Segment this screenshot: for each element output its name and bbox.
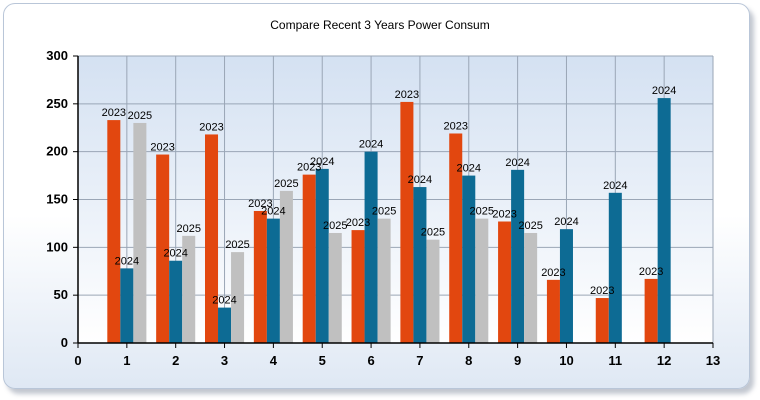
bar-label: 2024 bbox=[212, 295, 236, 307]
bar-2024-1 bbox=[120, 268, 134, 343]
bar-2024-5 bbox=[315, 168, 329, 343]
bar-label: 2023 bbox=[150, 142, 174, 154]
bar-label: 2023 bbox=[346, 217, 370, 229]
bar-label: 2023 bbox=[199, 121, 223, 133]
bar-2023-11 bbox=[595, 298, 609, 343]
bar-2023-10 bbox=[546, 279, 560, 343]
bar-2024-10 bbox=[559, 229, 573, 343]
bar-label: 2023 bbox=[639, 266, 663, 278]
bar-2024-4 bbox=[266, 218, 280, 343]
bar-2023-9 bbox=[498, 221, 512, 343]
bar-2025-6 bbox=[377, 218, 391, 343]
bar-label: 2024 bbox=[554, 216, 578, 228]
bar-label: 2025 bbox=[421, 227, 445, 239]
bar-label: 2025 bbox=[323, 220, 347, 232]
bar-label: 2023 bbox=[590, 285, 614, 297]
y-tick-label: 150 bbox=[46, 192, 68, 207]
x-tick-label: 12 bbox=[657, 353, 671, 368]
bar-label: 2024 bbox=[505, 157, 529, 169]
bar-2023-12 bbox=[644, 278, 658, 343]
y-tick-label: 50 bbox=[54, 287, 68, 302]
bar-label: 2023 bbox=[395, 89, 419, 101]
bar-2024-6 bbox=[364, 151, 378, 343]
bar-2024-3 bbox=[218, 307, 232, 343]
x-tick-label: 5 bbox=[319, 353, 326, 368]
y-tick-label: 250 bbox=[46, 96, 68, 111]
x-tick-label: 9 bbox=[514, 353, 521, 368]
x-tick-label: 0 bbox=[74, 353, 81, 368]
bar-label: 2025 bbox=[225, 239, 249, 251]
bar-2023-8 bbox=[449, 133, 463, 343]
bar-2025-7 bbox=[426, 239, 440, 343]
bar-label: 2025 bbox=[274, 178, 298, 190]
bar-2025-2 bbox=[182, 235, 196, 343]
bar-2025-5 bbox=[328, 232, 342, 343]
bar-2024-8 bbox=[462, 175, 476, 343]
bar-label: 2024 bbox=[457, 163, 481, 175]
bar-label: 2025 bbox=[372, 206, 396, 218]
bar-2023-7 bbox=[400, 101, 414, 343]
bar-2024-2 bbox=[169, 260, 183, 343]
y-tick-label: 300 bbox=[46, 48, 68, 63]
bar-2025-4 bbox=[279, 190, 293, 343]
bar-label: 2024 bbox=[408, 174, 432, 186]
chart-title: Compare Recent 3 Years Power Consum bbox=[270, 18, 490, 32]
bar-label: 2023 bbox=[492, 209, 516, 221]
bar-label: 2024 bbox=[163, 248, 187, 260]
bar-2023-5 bbox=[302, 174, 316, 343]
bar-2023-1 bbox=[107, 120, 121, 343]
x-tick-label: 8 bbox=[465, 353, 472, 368]
bar-label: 2024 bbox=[261, 206, 285, 218]
bars bbox=[107, 98, 671, 344]
x-tick-label: 3 bbox=[221, 353, 228, 368]
bar-label: 2023 bbox=[444, 120, 468, 132]
x-tick-label: 7 bbox=[416, 353, 423, 368]
bar-label: 2025 bbox=[176, 223, 200, 235]
x-tick-label: 11 bbox=[608, 353, 622, 368]
bar-2025-9 bbox=[524, 232, 538, 343]
bar-2024-7 bbox=[413, 187, 427, 343]
bar-2025-1 bbox=[133, 122, 147, 343]
bar-label: 2024 bbox=[115, 255, 139, 267]
y-tick-label: 100 bbox=[46, 239, 68, 254]
x-tick-label: 2 bbox=[172, 353, 179, 368]
data-labels: 2023 2023 2023 2023 2023 2023 2023 2023 2023 2023… bbox=[102, 85, 677, 307]
bar-label: 2024 bbox=[652, 85, 676, 97]
x-tick-label: 1 bbox=[123, 353, 130, 368]
bar-label: 2023 bbox=[297, 162, 321, 174]
bar-label: 2023 bbox=[102, 107, 126, 119]
y-tick-label: 0 bbox=[61, 335, 68, 350]
bar-2024-12 bbox=[657, 98, 671, 344]
y-tick-label: 200 bbox=[46, 144, 68, 159]
bar-label: 2024 bbox=[310, 156, 334, 168]
bar-label: 2025 bbox=[518, 220, 542, 232]
bar-2023-4 bbox=[253, 210, 267, 343]
bar-2023-2 bbox=[156, 154, 170, 343]
bar-label: 2025 bbox=[470, 206, 494, 218]
bar-2023-3 bbox=[205, 134, 219, 343]
x-tick-label: 10 bbox=[559, 353, 573, 368]
bar-2023-6 bbox=[351, 230, 365, 343]
bar-label: 2023 bbox=[248, 198, 272, 210]
bar-2024-11 bbox=[608, 192, 622, 343]
x-tick-label: 13 bbox=[706, 353, 720, 368]
x-tick-label: 6 bbox=[367, 353, 374, 368]
bar-label: 2023 bbox=[541, 267, 565, 279]
bar-2025-3 bbox=[231, 252, 245, 343]
bar-label: 2025 bbox=[128, 110, 152, 122]
bar-2024-9 bbox=[511, 169, 525, 343]
bar-label: 2024 bbox=[359, 139, 383, 151]
bar-label: 2024 bbox=[603, 180, 627, 192]
bar-2025-8 bbox=[475, 218, 489, 343]
x-tick-label: 4 bbox=[270, 353, 278, 368]
